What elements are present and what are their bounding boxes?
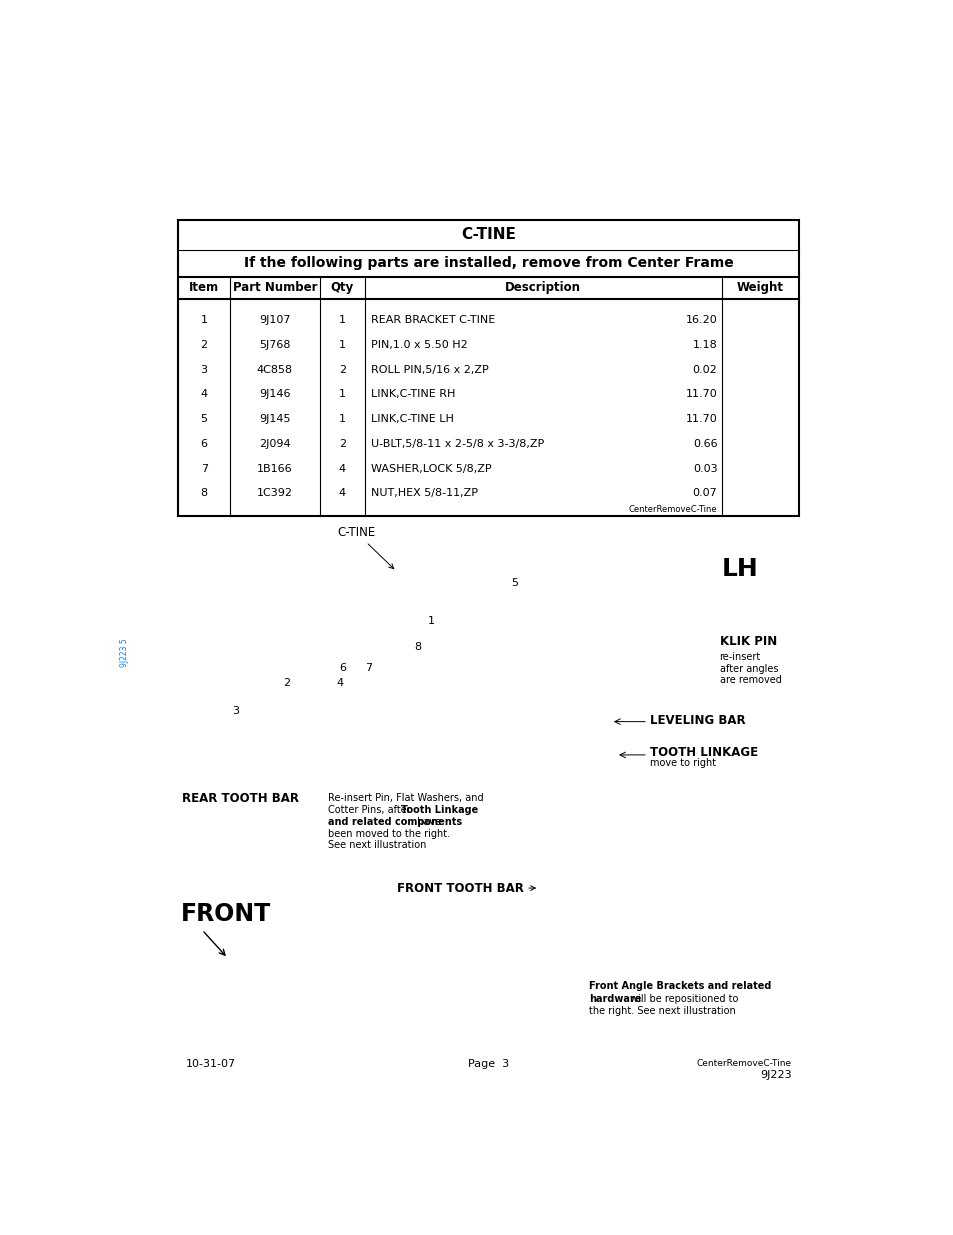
Text: 9J223 5: 9J223 5 (120, 637, 129, 667)
Text: are removed: are removed (719, 676, 781, 685)
Text: 0.03: 0.03 (692, 463, 717, 474)
Text: 1: 1 (338, 340, 346, 350)
Text: 1C392: 1C392 (256, 488, 293, 499)
Text: Item: Item (189, 282, 219, 294)
Text: REAR BRACKET C-TINE: REAR BRACKET C-TINE (370, 315, 495, 325)
Text: U-BLT,5/8-11 x 2-5/8 x 3-3/8,ZP: U-BLT,5/8-11 x 2-5/8 x 3-3/8,ZP (370, 438, 543, 450)
Text: 1: 1 (338, 389, 346, 399)
Text: 2J094: 2J094 (259, 438, 291, 450)
Text: 0.66: 0.66 (692, 438, 717, 450)
Text: LEVELING BAR: LEVELING BAR (649, 714, 745, 727)
Text: 4: 4 (335, 678, 343, 688)
Text: move to right: move to right (649, 758, 716, 768)
Text: 5J768: 5J768 (259, 340, 291, 350)
Text: hardware: hardware (588, 994, 640, 1004)
Text: 3: 3 (232, 706, 238, 716)
Text: 11.70: 11.70 (685, 389, 717, 399)
Text: will be repositioned to: will be repositioned to (626, 994, 738, 1004)
Text: C-TINE: C-TINE (461, 227, 516, 242)
Text: the right. See next illustration: the right. See next illustration (588, 1007, 735, 1016)
Text: PIN,1.0 x 5.50 H2: PIN,1.0 x 5.50 H2 (370, 340, 467, 350)
Text: Qty: Qty (331, 282, 354, 294)
Text: 16.20: 16.20 (685, 315, 717, 325)
Text: 8: 8 (200, 488, 208, 499)
Text: 8: 8 (414, 642, 421, 652)
Text: 4C858: 4C858 (256, 364, 293, 374)
Text: 5: 5 (200, 414, 208, 424)
Text: Front Angle Brackets and related: Front Angle Brackets and related (588, 982, 770, 992)
Text: Re-insert Pin, Flat Washers, and: Re-insert Pin, Flat Washers, and (328, 793, 483, 803)
Text: Cotter Pins, after: Cotter Pins, after (328, 805, 414, 815)
Text: FRONT TOOTH BAR: FRONT TOOTH BAR (396, 882, 535, 895)
Text: CenterRemoveC-Tine: CenterRemoveC-Tine (628, 505, 717, 514)
Text: LINK,C-TINE RH: LINK,C-TINE RH (370, 389, 455, 399)
Text: LH: LH (721, 557, 758, 582)
Text: been moved to the right.: been moved to the right. (328, 829, 450, 839)
Text: 7: 7 (365, 663, 373, 673)
Text: CenterRemoveC-Tine: CenterRemoveC-Tine (697, 1060, 791, 1068)
Text: Weight: Weight (737, 282, 783, 294)
Text: 1: 1 (338, 315, 346, 325)
Text: Tooth Linkage: Tooth Linkage (400, 805, 477, 815)
Text: 11.70: 11.70 (685, 414, 717, 424)
Text: 1B166: 1B166 (257, 463, 293, 474)
Text: after angles: after angles (719, 663, 778, 673)
Text: 0.07: 0.07 (692, 488, 717, 499)
Text: See next illustration: See next illustration (328, 841, 426, 851)
Text: ROLL PIN,5/16 x 2,ZP: ROLL PIN,5/16 x 2,ZP (370, 364, 488, 374)
Text: 4: 4 (338, 488, 346, 499)
Text: 2: 2 (338, 364, 346, 374)
Text: C-TINE: C-TINE (337, 526, 394, 568)
Text: 2: 2 (200, 340, 208, 350)
Text: 3: 3 (200, 364, 208, 374)
Text: Page  3: Page 3 (468, 1058, 509, 1070)
Text: 1: 1 (338, 414, 346, 424)
Text: FRONT: FRONT (180, 902, 271, 926)
Text: 9J146: 9J146 (259, 389, 291, 399)
Text: Part Number: Part Number (233, 282, 317, 294)
Text: KLIK PIN: KLIK PIN (719, 635, 776, 648)
Text: TOOTH LINKAGE: TOOTH LINKAGE (649, 746, 758, 758)
Text: 0.02: 0.02 (692, 364, 717, 374)
Text: re-insert: re-insert (719, 652, 760, 662)
Text: 9J107: 9J107 (259, 315, 291, 325)
Text: 2: 2 (283, 678, 291, 688)
Text: and related components: and related components (328, 816, 462, 826)
Text: 9J145: 9J145 (259, 414, 291, 424)
Text: 7: 7 (200, 463, 208, 474)
Text: 4: 4 (200, 389, 208, 399)
Text: NUT,HEX 5/8-11,ZP: NUT,HEX 5/8-11,ZP (370, 488, 477, 499)
Text: If the following parts are installed, remove from Center Frame: If the following parts are installed, re… (244, 257, 733, 270)
Text: Description: Description (505, 282, 580, 294)
Bar (178, 220, 799, 516)
Text: 10-31-07: 10-31-07 (186, 1058, 235, 1070)
Text: 1: 1 (200, 315, 208, 325)
Text: WASHER,LOCK 5/8,ZP: WASHER,LOCK 5/8,ZP (370, 463, 491, 474)
Text: 6: 6 (338, 663, 346, 673)
Text: 9J223: 9J223 (760, 1071, 791, 1081)
Text: 6: 6 (200, 438, 208, 450)
Text: REAR TOOTH BAR: REAR TOOTH BAR (182, 792, 299, 805)
Text: 1.18: 1.18 (692, 340, 717, 350)
Text: have: have (413, 816, 440, 826)
Text: 2: 2 (338, 438, 346, 450)
Text: 5: 5 (511, 578, 517, 588)
Text: 1: 1 (427, 616, 435, 626)
Text: 4: 4 (338, 463, 346, 474)
Text: LINK,C-TINE LH: LINK,C-TINE LH (370, 414, 453, 424)
